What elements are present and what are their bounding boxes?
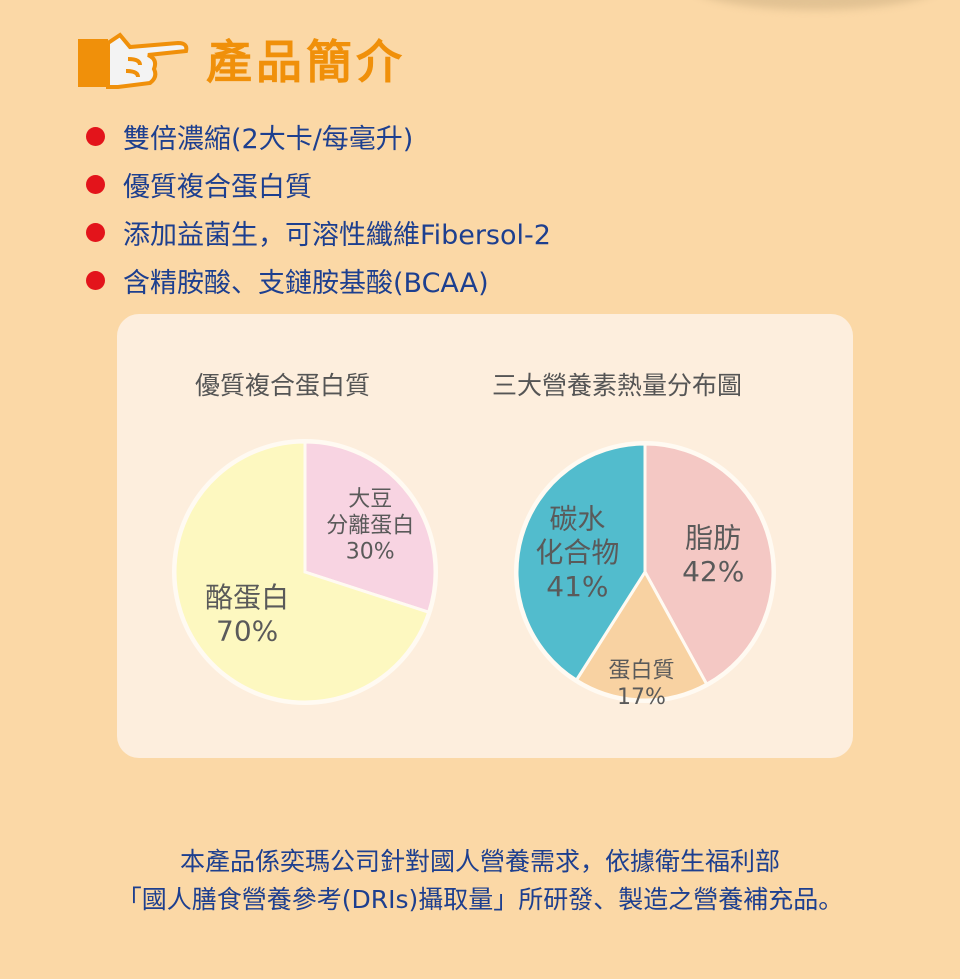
slice-label: 大豆 — [348, 487, 392, 512]
chart-title-protein: 優質複合蛋白質 — [195, 371, 371, 400]
decorative-shadow — [690, 0, 940, 10]
list-item: 添加益菌生，可溶性纖維Fibersol-2 — [86, 208, 551, 256]
bullet-icon — [86, 222, 105, 242]
feature-list: 雙倍濃縮(2大卡/每毫升) 優質複合蛋白質 添加益菌生，可溶性纖維Fiberso… — [86, 112, 551, 304]
chart-title-energy: 三大營養素熱量分布圖 — [492, 371, 743, 400]
pointing-hand-icon — [78, 32, 189, 89]
pie-slice — [515, 442, 647, 683]
bullet-icon — [86, 126, 105, 146]
section-header: 產品簡介 — [78, 26, 406, 92]
bullet-icon — [86, 174, 105, 194]
slice-label: 脂肪 — [685, 521, 741, 554]
slice-value-label: 70% — [216, 615, 278, 648]
pie-slice — [643, 442, 775, 687]
list-item: 含精胺酸、支鏈胺基酸(BCAA) — [86, 256, 551, 304]
slice-value-label: 41% — [546, 570, 608, 603]
pie-slice — [173, 440, 431, 704]
slice-label: 酪蛋白 — [205, 581, 289, 614]
footer-line-2: 「國人膳食營養參考(DRIs)攝取量」所研發、製造之營養補充品。 — [116, 885, 844, 914]
footer-line-1: 本產品係奕瑪公司針對國人營養需求，依據衛生福利部 — [179, 847, 780, 876]
slice-value-label: 30% — [346, 540, 395, 565]
slice-value-label: 42% — [682, 555, 744, 588]
list-item: 雙倍濃縮(2大卡/每毫升) — [86, 112, 551, 160]
page-title: 產品簡介 — [206, 35, 406, 89]
slice-label: 分離蛋白 — [326, 513, 414, 538]
slice-value-label: 17% — [617, 685, 666, 710]
pie-slice — [303, 440, 437, 615]
slice-label: 化合物 — [535, 536, 619, 569]
pie-slice — [574, 569, 709, 702]
slice-label: 碳水 — [549, 503, 605, 536]
list-item: 優質複合蛋白質 — [86, 160, 551, 208]
bullet-icon — [86, 270, 105, 290]
slice-label: 蛋白質 — [609, 659, 675, 684]
